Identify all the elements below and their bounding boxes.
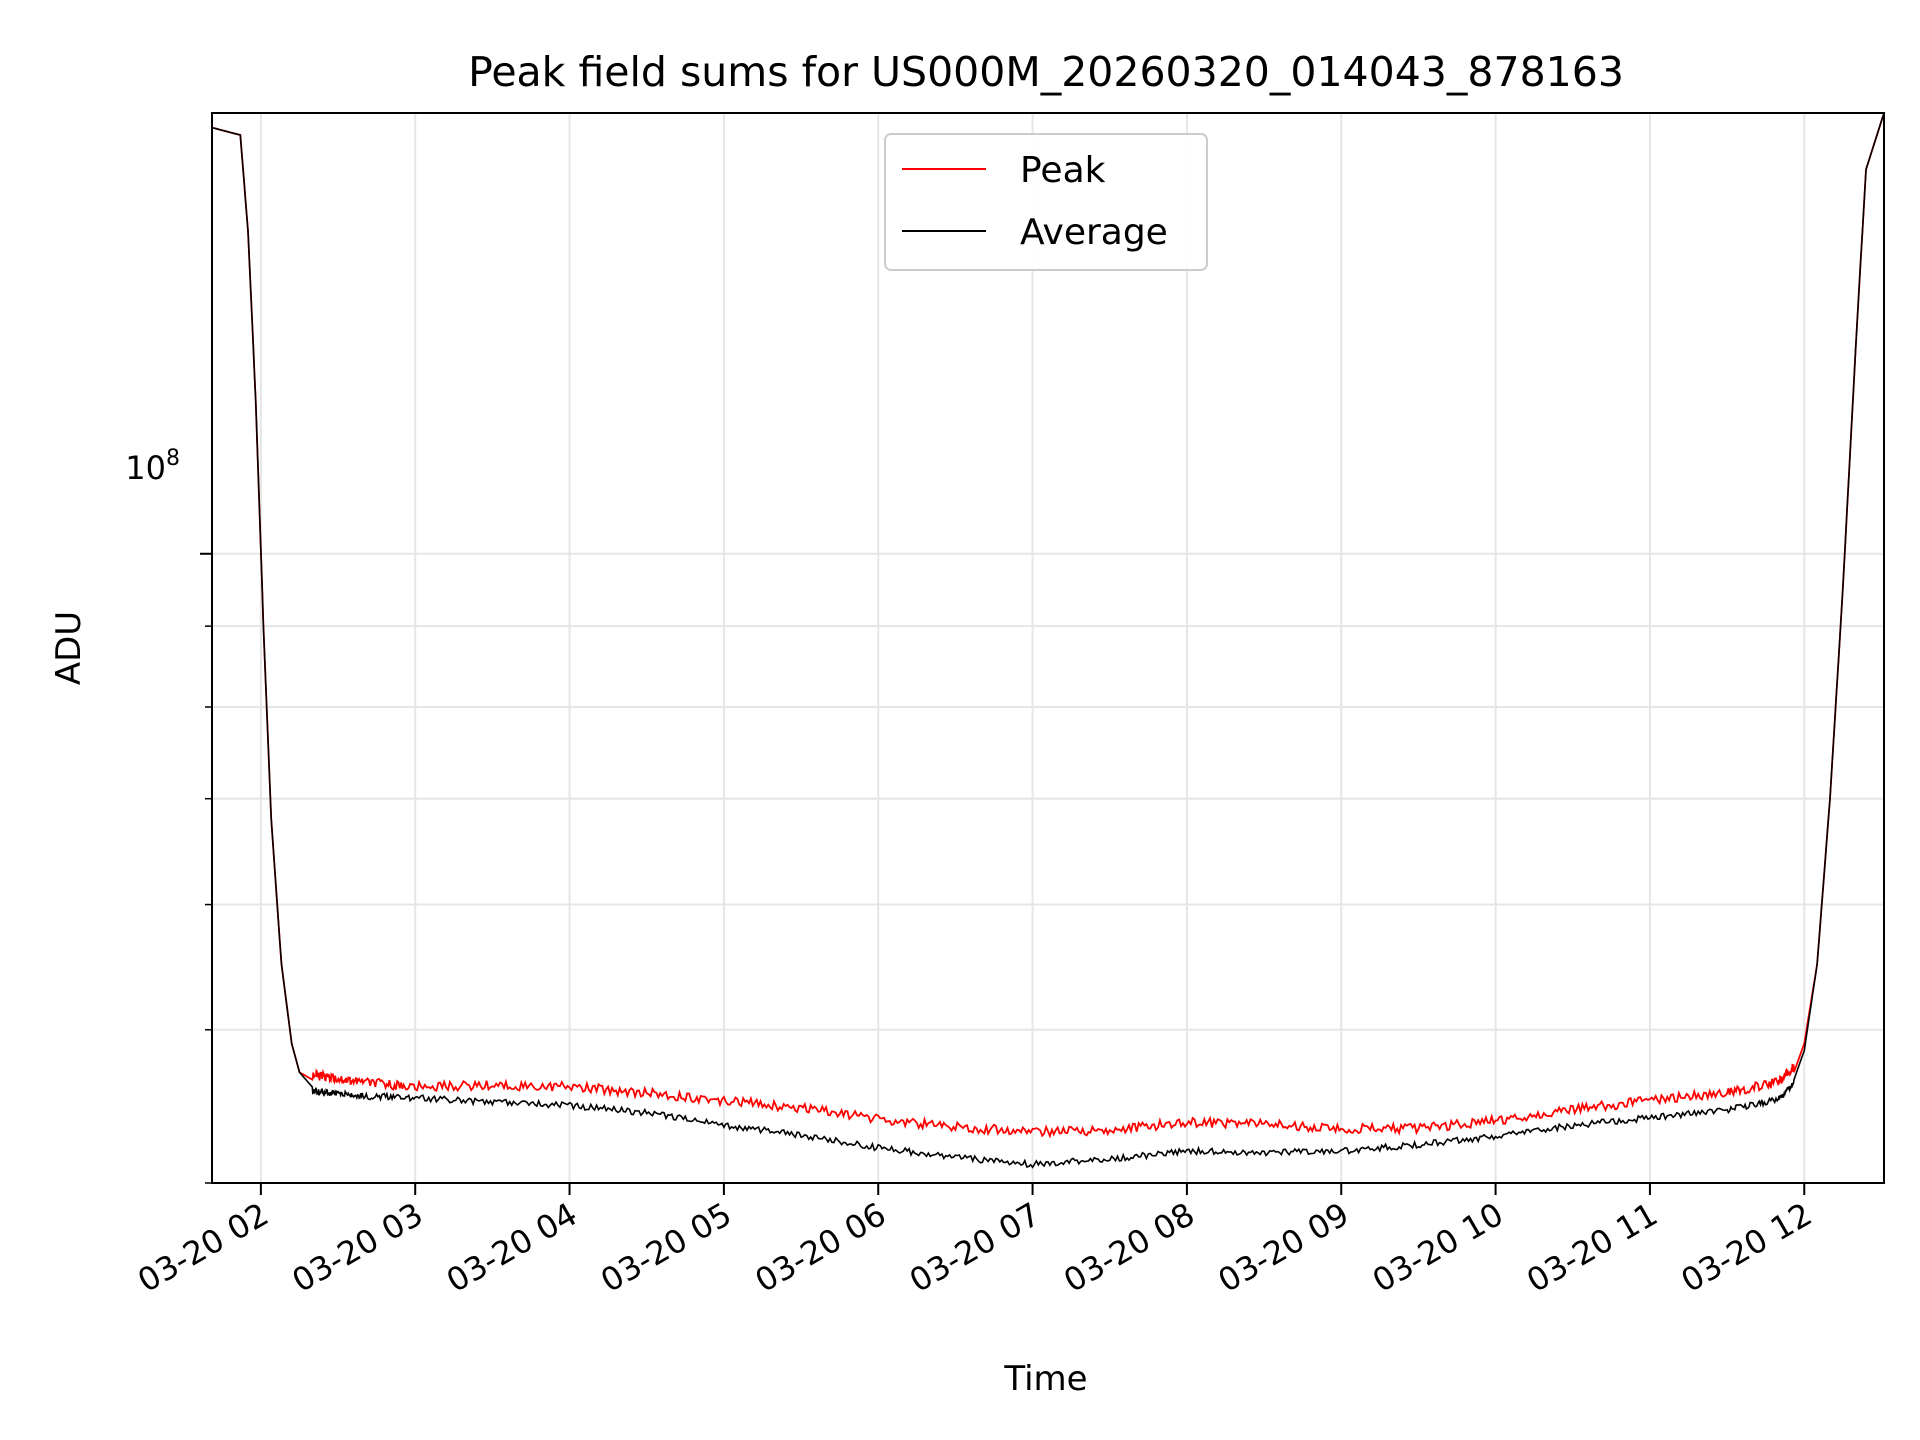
y-tick-label-major: 108 [125,446,180,487]
grid-lines [212,113,1884,1184]
legend-label-average: Average [1020,212,1168,253]
series-line-average [212,113,1884,1169]
legend: Peak Average [884,133,1208,271]
y-axis-ticks: 108 [125,446,212,1184]
chart-title: Peak field sums for US000M_20260320_0140… [468,48,1624,96]
x-axis-label: Time [1003,1359,1087,1399]
plot-frame [211,112,1885,1184]
y-tick-base: 10 [125,449,166,487]
plot-lines [212,113,1884,1169]
series-line-peak [212,113,1884,1139]
y-tick-exponent: 8 [166,446,180,471]
y-axis-label: ADU [49,611,89,685]
legend-label-peak: Peak [1020,150,1106,191]
